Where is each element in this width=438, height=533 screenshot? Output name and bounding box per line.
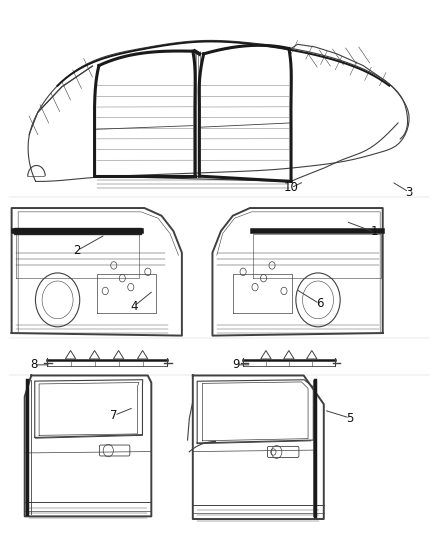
Text: 9: 9: [233, 358, 240, 372]
Text: 6: 6: [316, 297, 323, 310]
Text: 10: 10: [283, 181, 298, 195]
Text: 3: 3: [405, 185, 413, 199]
Text: 8: 8: [30, 358, 37, 372]
Text: 5: 5: [346, 411, 353, 424]
Text: 2: 2: [73, 244, 81, 257]
Text: 7: 7: [110, 409, 118, 422]
Text: 4: 4: [130, 300, 138, 313]
Text: 1: 1: [370, 225, 378, 238]
